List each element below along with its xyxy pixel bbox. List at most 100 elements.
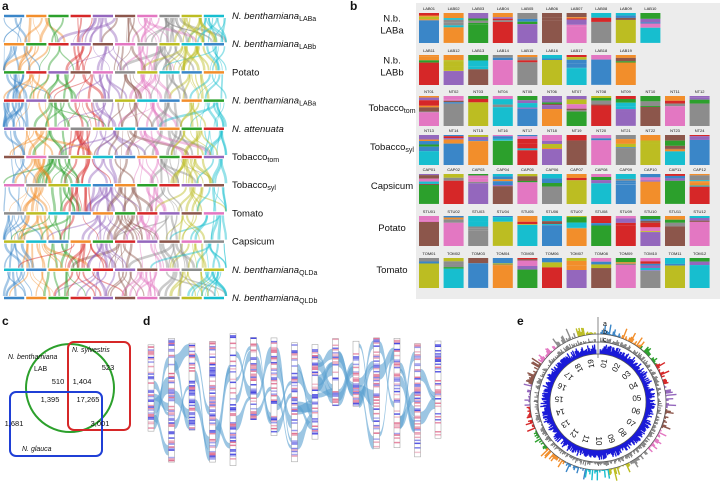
inner-track-bar (634, 432, 640, 437)
inner-track-bar (566, 353, 573, 362)
synteny-ribbon (62, 74, 69, 99)
synteny-ribbon (175, 243, 196, 269)
density-band (209, 401, 216, 403)
density-band (435, 398, 441, 400)
inner-track-bar (601, 348, 604, 355)
chromosome (147, 344, 155, 432)
middle-track-bar (626, 454, 629, 458)
inner-track-bar (562, 357, 569, 365)
synteny-ribbon (359, 365, 374, 408)
inner-track-bar (542, 393, 551, 396)
synteny-ribbon (6, 74, 25, 99)
synteny-ribbon (87, 215, 107, 240)
synteny-ribbon (91, 158, 112, 184)
inner-track-bar (602, 346, 605, 355)
synteny-ribbon (236, 345, 251, 382)
density-band (373, 367, 380, 370)
density-band (168, 381, 175, 384)
density-band (394, 359, 400, 361)
synteny-ribbon (189, 74, 199, 99)
synteny-ribbon (420, 375, 435, 401)
density-band (168, 341, 175, 343)
density-band (291, 408, 298, 411)
synteny-ribbon (35, 158, 46, 184)
density-band (291, 384, 298, 387)
synteny-ribbon (29, 74, 35, 99)
density-band (291, 350, 298, 352)
synteny-ribbon (134, 102, 138, 127)
synteny-ribbon (2, 46, 13, 71)
density-band (291, 351, 298, 354)
outer-track-bar (651, 358, 655, 362)
density-band (250, 349, 257, 351)
middle-track-bar (656, 388, 662, 391)
inner-track-bar (635, 369, 639, 373)
middle-track-bar (647, 365, 651, 369)
synteny-ribbon (18, 102, 25, 127)
density-band (148, 389, 154, 392)
composition-segment (419, 141, 439, 145)
track-label: a (603, 321, 607, 328)
synteny-ribbon (24, 187, 39, 212)
composition-segment (640, 270, 661, 288)
synteny-ribbon (104, 243, 125, 268)
density-band (332, 347, 339, 350)
inner-track-bar (635, 369, 641, 374)
inner-track-bar (625, 440, 629, 445)
inner-track-bar (623, 357, 628, 363)
synteny-ribbon (168, 74, 188, 99)
synteny-ribbon (200, 271, 203, 297)
composition-segment (517, 60, 538, 63)
density-band (168, 398, 175, 400)
synteny-ribbon (164, 17, 169, 43)
synteny-ribbon (13, 46, 20, 71)
outer-track-bar (651, 442, 656, 447)
density-band (209, 432, 216, 435)
synteny-ribbon (45, 158, 52, 184)
composition-segment (468, 135, 489, 137)
synteny-ribbon (106, 74, 128, 99)
density-band (271, 382, 277, 385)
density-band (189, 404, 195, 407)
inner-track-bar (614, 446, 619, 456)
density-band (148, 358, 154, 360)
composition-segment (665, 226, 685, 246)
composition-segment (419, 175, 439, 179)
density-band (435, 431, 441, 433)
density-band (312, 430, 318, 432)
density-band (414, 354, 421, 356)
synteny-ribbon (181, 17, 204, 43)
composition-segment (542, 18, 562, 21)
density-band (148, 356, 154, 359)
composition-segment (517, 259, 538, 261)
set-label: N. glauca (22, 446, 52, 453)
outer-track-bar (608, 468, 611, 476)
density-band (168, 447, 175, 450)
composition-segment (492, 57, 513, 61)
inner-track-bar (544, 394, 551, 397)
synteny-ribbon (14, 158, 28, 184)
synteny-ribbon (74, 102, 84, 127)
density-band (394, 422, 400, 424)
synteny-ribbon (8, 271, 29, 297)
outer-track-bar (545, 447, 549, 451)
chromosome-label: LAB13 (472, 48, 485, 53)
composition-segment (517, 148, 538, 151)
synteny-ribbon (150, 243, 212, 269)
outer-track-bar (665, 390, 671, 393)
inner-track-bar (645, 406, 654, 409)
density-band (189, 419, 195, 422)
inner-track-bar (586, 448, 590, 456)
density-band (271, 358, 277, 361)
middle-track-bar (612, 340, 615, 345)
composition-segment (517, 108, 538, 126)
inner-track-bar (555, 432, 562, 438)
synteny-ribbon (400, 391, 415, 429)
synteny-ribbon (22, 186, 44, 212)
density-band (189, 364, 195, 366)
inner-track-bar (604, 449, 607, 458)
inner-track-bar (645, 405, 655, 409)
synteny-ribbon (182, 215, 200, 240)
chromosome-label: TOM09 (619, 251, 633, 256)
density-band (148, 391, 154, 393)
